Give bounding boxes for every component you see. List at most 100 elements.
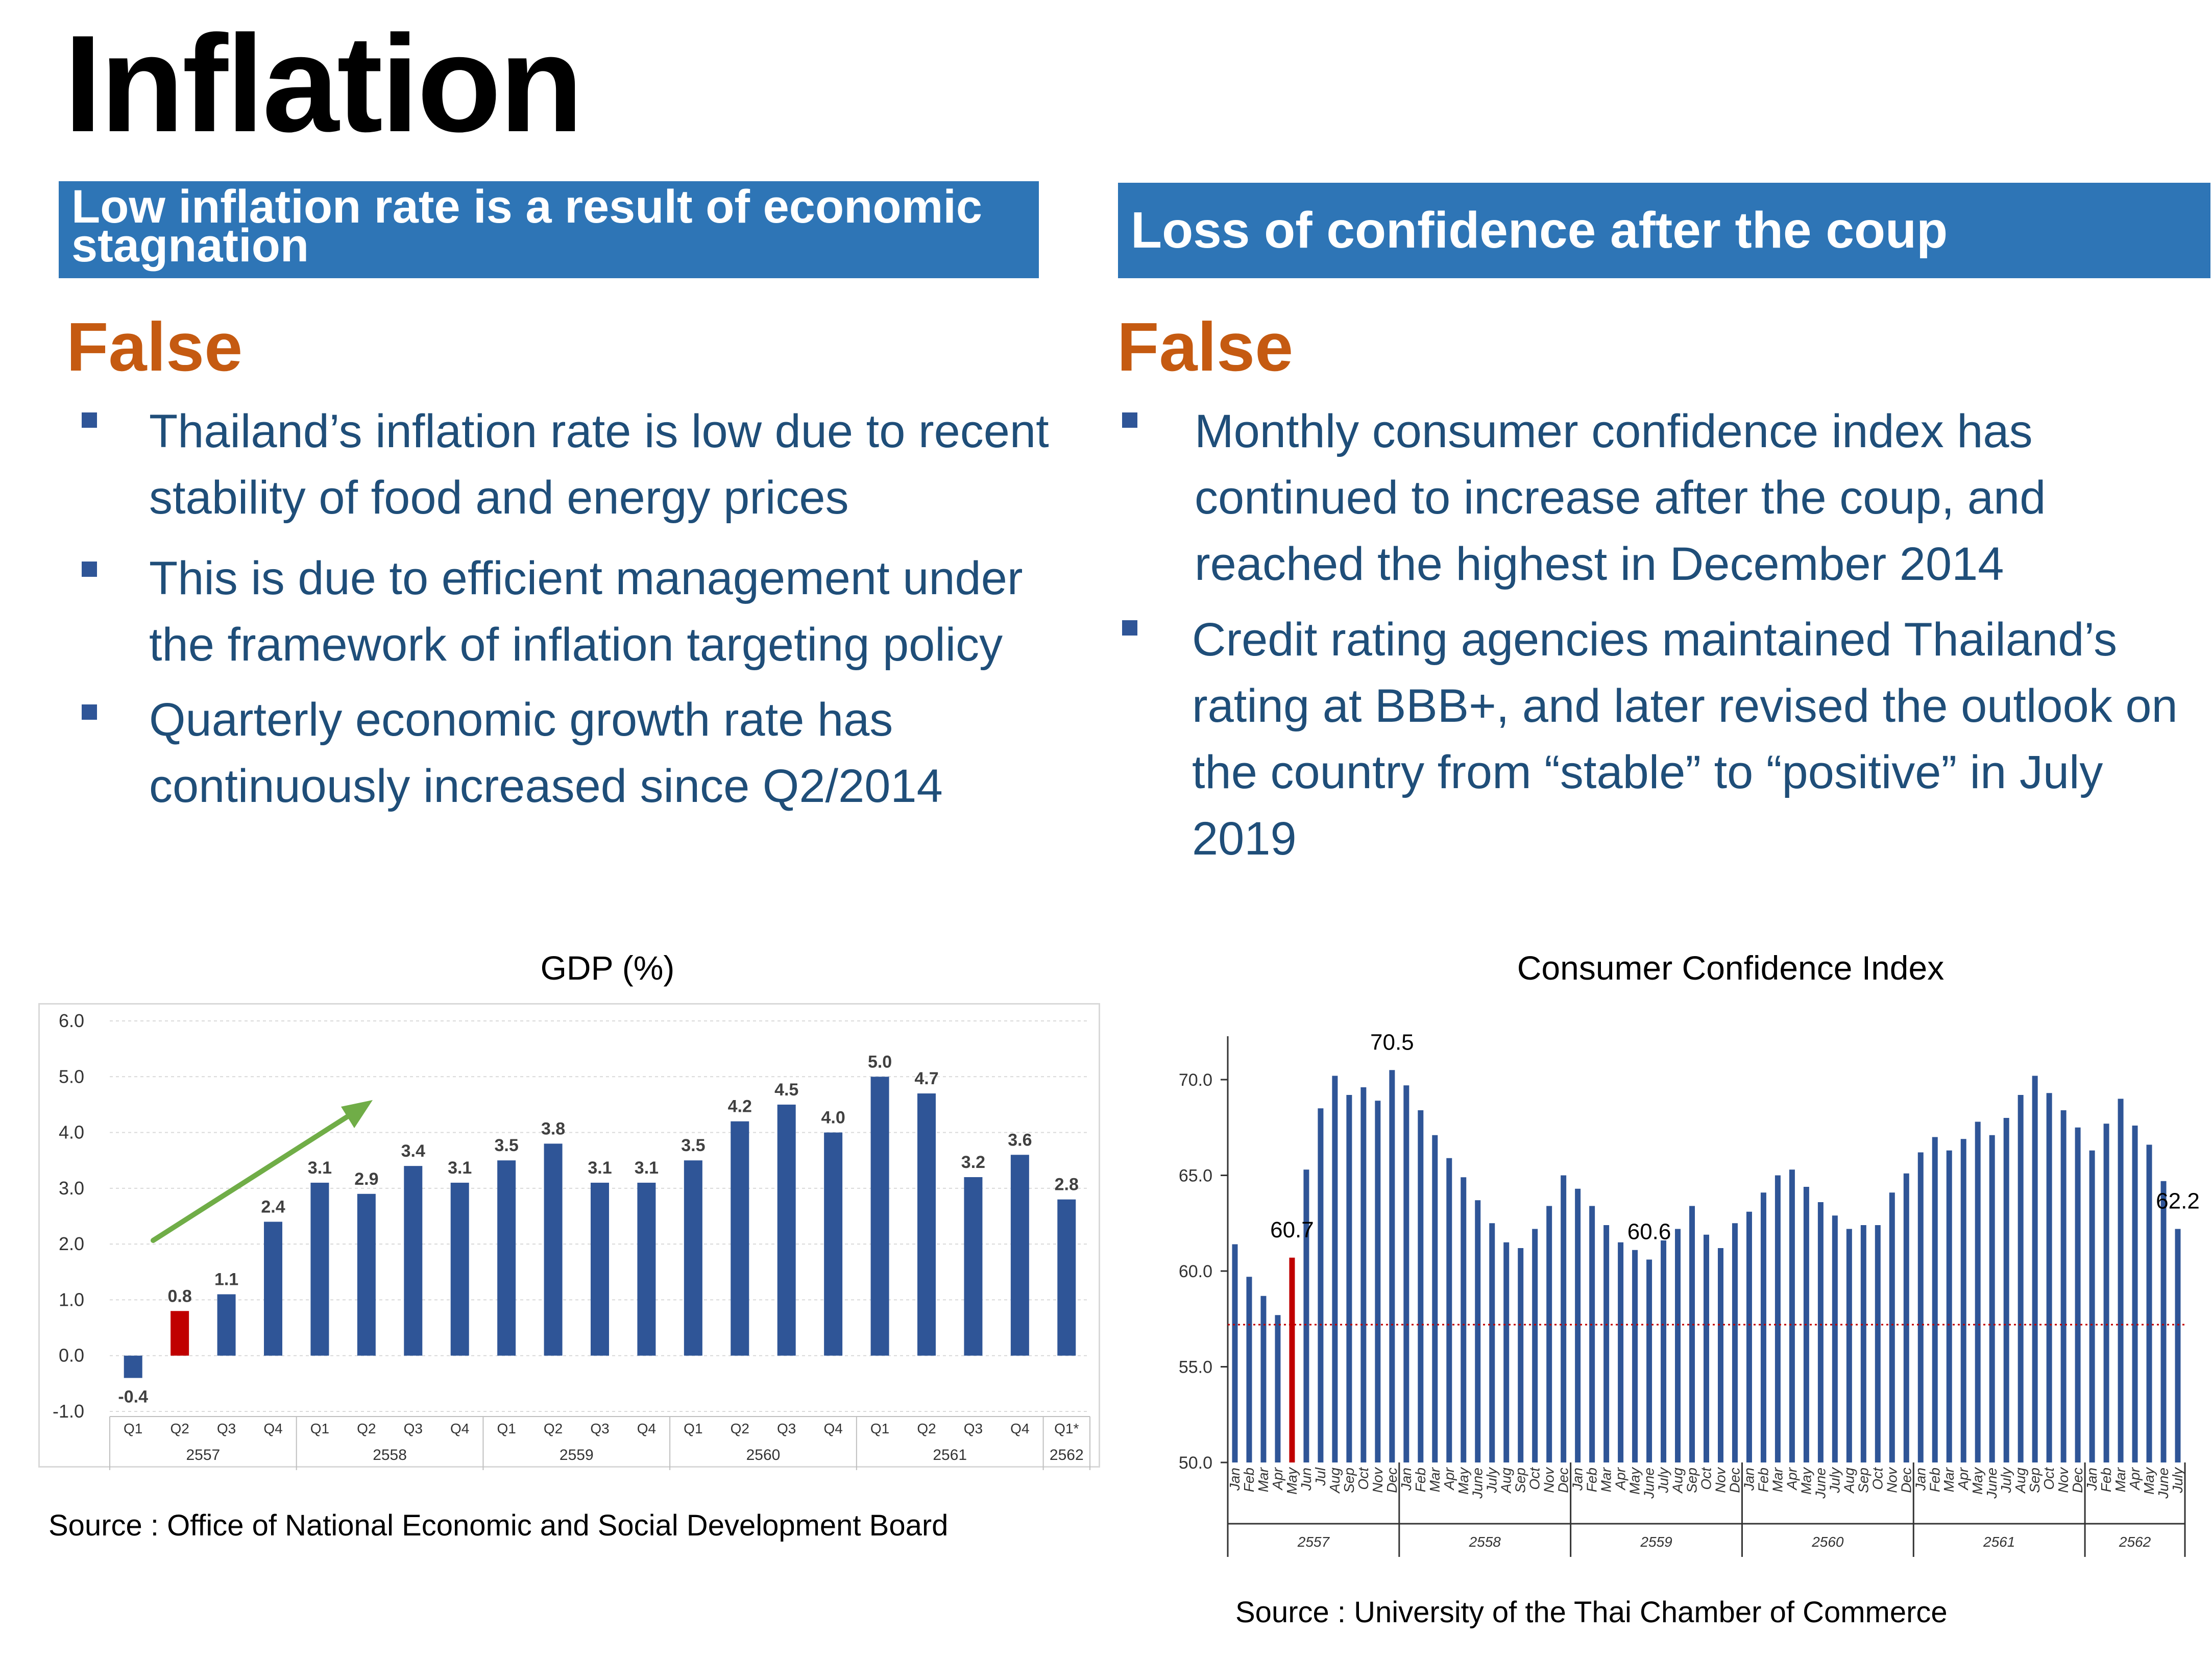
gdp-x-tick: Q2 [170, 1421, 189, 1436]
cci-bar [2118, 1099, 2124, 1462]
bullet-icon [1122, 620, 1137, 636]
cci-x-tick: Mar [1427, 1467, 1443, 1492]
cci-annotation: 60.7 [1270, 1217, 1314, 1242]
cci-bar [2132, 1126, 2138, 1462]
cci-x-tick: Apr [1441, 1467, 1457, 1491]
cci-x-tick: Mar [1769, 1467, 1785, 1492]
cci-x-tick: Jun [1298, 1468, 1314, 1491]
gdp-y-tick: 1.0 [59, 1289, 84, 1310]
bullet-icon [82, 562, 97, 577]
left-claim-banner: Low inflation rate is a result of econom… [59, 181, 1039, 278]
gdp-x-tick: Q1 [124, 1421, 142, 1436]
cci-x-tick: July [2170, 1467, 2185, 1494]
cci-y-tick: 60.0 [1179, 1262, 1212, 1281]
cci-x-tick: May [1284, 1467, 1300, 1495]
cci-annotation: 62.2 [2156, 1189, 2200, 1214]
gdp-bar [824, 1132, 843, 1356]
cci-group-label: 2560 [1811, 1534, 1844, 1550]
cci-bar [1289, 1257, 1295, 1462]
gdp-x-tick: Q4 [637, 1421, 656, 1436]
cci-bar [1704, 1234, 1709, 1462]
slide-title: Inflation [64, 7, 584, 161]
cci-bar [1589, 1206, 1595, 1462]
gdp-bar [591, 1182, 609, 1356]
cci-x-tick: May [1798, 1467, 1814, 1495]
cci-x-tick: Aug [1670, 1468, 1686, 1494]
cci-x-tick: Jul [1312, 1467, 1328, 1486]
cci-bar [1275, 1315, 1281, 1462]
gdp-x-tick: Q1 [310, 1421, 329, 1436]
gdp-y-tick: 6.0 [59, 1010, 84, 1031]
cci-x-tick: Mar [1255, 1467, 1271, 1492]
cci-bar [1632, 1250, 1638, 1462]
gdp-x-tick: Q1* [1054, 1421, 1079, 1436]
cci-bar [1875, 1225, 1881, 1462]
left-bullet-text: Quarterly economic growth rate has conti… [149, 694, 943, 812]
cci-bar [2046, 1093, 2052, 1462]
cci-x-tick: Sep [1513, 1468, 1528, 1493]
cci-bar [1675, 1229, 1681, 1462]
cci-x-tick: Dec [2070, 1468, 2085, 1493]
gdp-chart-title: GDP (%) [540, 949, 675, 987]
cci-group-label: 2558 [1469, 1534, 1501, 1550]
gdp-group-label: 2557 [186, 1447, 220, 1463]
cci-bar [1946, 1150, 1952, 1462]
cci-x-tick: July [1998, 1467, 2014, 1494]
cci-bar [1232, 1244, 1238, 1462]
gdp-bar [264, 1222, 282, 1356]
left-bullet-text: This is due to efficient management unde… [149, 552, 1023, 671]
cci-bar [1846, 1229, 1852, 1462]
gdp-data-label: 3.6 [1008, 1130, 1032, 1150]
cci-x-tick: Dec [1384, 1468, 1400, 1493]
cci-x-tick: Sep [1684, 1468, 1700, 1493]
cci-bar [1618, 1242, 1624, 1462]
gdp-data-label: 2.9 [354, 1169, 378, 1189]
cci-bar [1603, 1225, 1610, 1462]
cci-x-tick: Mar [1598, 1467, 1614, 1492]
cci-bar [1303, 1169, 1309, 1462]
cci-x-tick: Dec [1727, 1468, 1742, 1493]
gdp-x-tick: Q2 [544, 1421, 563, 1436]
cci-bar [1503, 1242, 1510, 1462]
cci-group-label: 2562 [2119, 1534, 2151, 1550]
gdp-x-tick: Q3 [404, 1421, 423, 1436]
gdp-bar [777, 1104, 796, 1356]
gdp-data-label: 3.8 [541, 1119, 565, 1138]
cci-x-tick: Oct [1869, 1467, 1885, 1490]
gdp-x-tick: Q3 [217, 1421, 236, 1436]
cci-x-tick: Jan [1227, 1468, 1243, 1491]
cci-bar [2060, 1110, 2067, 1462]
cci-x-tick: Sep [2027, 1468, 2043, 1493]
cci-x-tick: May [1627, 1467, 1643, 1495]
cci-bar [2017, 1095, 2024, 1462]
cci-bar [1832, 1215, 1838, 1462]
gdp-y-tick: 4.0 [59, 1122, 84, 1143]
cci-x-tick: Feb [1755, 1468, 1771, 1492]
cci-bar [1375, 1101, 1381, 1462]
cci-bar [1960, 1139, 1966, 1462]
cci-annotation: 60.6 [1627, 1219, 1671, 1245]
gdp-data-label: 4.5 [774, 1080, 798, 1100]
cci-bar [2032, 1076, 2038, 1462]
gdp-group-label: 2560 [746, 1447, 781, 1463]
cci-group-label: 2557 [1297, 1534, 1330, 1550]
cci-x-tick: Aug [1327, 1468, 1343, 1494]
cci-bar [1360, 1087, 1367, 1462]
cci-bar [1575, 1188, 1581, 1462]
gdp-data-label: 4.7 [914, 1069, 938, 1088]
bullet-icon [82, 704, 97, 720]
cci-x-tick: Feb [1241, 1468, 1257, 1492]
cci-group-label: 2561 [1983, 1534, 2015, 1550]
gdp-group-label: 2562 [1050, 1447, 1084, 1463]
gdp-bar [684, 1160, 702, 1356]
cci-source-note: Source : University of the Thai Chamber … [1235, 1596, 1948, 1629]
cci-annotation: 70.5 [1370, 1030, 1414, 1055]
cci-chart-title: Consumer Confidence Index [1517, 949, 1944, 987]
gdp-data-label: 1.1 [214, 1270, 238, 1289]
cci-x-tick: Feb [1413, 1468, 1428, 1492]
gdp-data-label: 4.0 [821, 1108, 845, 1128]
gdp-bar [544, 1143, 563, 1356]
right-claim-banner: Loss of confidence after the coup [1118, 183, 2210, 278]
cci-bar [1546, 1206, 1552, 1462]
